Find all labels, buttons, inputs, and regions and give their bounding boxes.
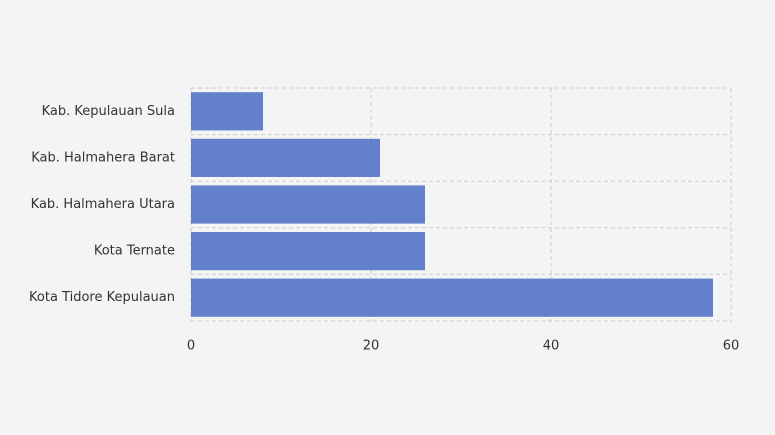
bar [191, 185, 425, 224]
y-tick-label: Kab. Halmahera Utara [31, 197, 175, 212]
x-tick-label: 20 [363, 339, 380, 354]
bar [191, 231, 425, 271]
x-tick-label: 60 [723, 339, 740, 354]
y-tick-label: Kota Tidore Kepulauan [29, 290, 175, 305]
y-tick-label: Kab. Kepulauan Sula [42, 104, 175, 119]
x-tick-label: 40 [543, 339, 560, 354]
bar [191, 278, 713, 317]
y-tick-label: Kab. Halmahera Barat [31, 150, 175, 165]
x-tick-label: 0 [187, 339, 195, 354]
bar [191, 138, 380, 178]
bar [191, 92, 263, 131]
y-tick-label: Kota Ternate [94, 244, 175, 259]
